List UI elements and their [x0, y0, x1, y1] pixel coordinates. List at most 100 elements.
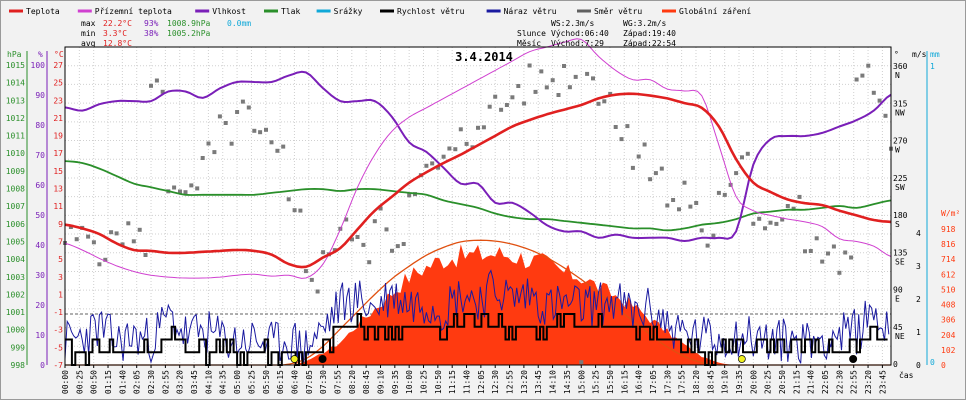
pct-tick-label: 50: [35, 211, 45, 220]
wind-direction-marker: [837, 270, 842, 275]
wind-direction-marker: [699, 228, 704, 233]
legend-label: Srážky: [334, 7, 363, 16]
dir-axis-unit: °: [894, 50, 899, 59]
pct-tick-label: 90: [35, 91, 45, 100]
wind-direction-marker: [785, 204, 790, 208]
sun-label: Slunce: [517, 29, 546, 38]
wind-direction-marker: [499, 107, 504, 112]
wind-tick-label: 2: [916, 295, 921, 304]
wind-direction-marker: [114, 231, 119, 236]
rain-tick-label: 0: [930, 358, 935, 367]
wind-direction-marker: [579, 360, 584, 365]
x-tick-label: 01:15: [104, 370, 113, 394]
x-tick-label: 03:20: [176, 370, 185, 394]
temp-tick-label: 21: [53, 114, 63, 123]
x-tick-label: 04:10: [204, 370, 213, 394]
wind-direction-marker: [763, 226, 767, 231]
temp-tick-label: -3: [53, 326, 63, 335]
stat-temp: 22.2°C: [103, 19, 132, 28]
wind-tick-label: 1: [916, 328, 921, 337]
dir-tick-label: 270: [893, 137, 908, 146]
wind-direction-marker: [734, 171, 739, 176]
wind-gust-info: WG:3.2m/s: [623, 19, 667, 28]
dir-tick-label: 315: [893, 99, 908, 108]
wind-direction-marker: [91, 240, 96, 245]
dir-compass-label: NE: [895, 332, 905, 341]
wind-direction-marker: [510, 95, 515, 100]
wind-direction-marker: [143, 253, 148, 257]
wind-direction-marker: [401, 242, 406, 246]
wind-direction-marker: [705, 243, 710, 248]
wind-direction-marker: [246, 105, 251, 110]
wind-direction-marker: [659, 166, 664, 171]
wind-direction-marker: [458, 127, 463, 132]
wind-direction-marker: [137, 227, 142, 232]
hpa-tick-label: 1011: [6, 132, 25, 141]
x-tick-label: 02:55: [161, 370, 170, 394]
x-tick-label: 12:30: [491, 370, 500, 394]
wind-direction-marker: [407, 193, 412, 198]
x-tick-label: 08:45: [362, 370, 371, 394]
wind-direction-marker: [522, 101, 527, 106]
wind-direction-marker: [344, 217, 349, 222]
rad-tick-label: 612: [941, 270, 956, 279]
x-tick-label: 12:55: [506, 370, 515, 394]
wind-direction-marker: [436, 165, 441, 170]
wind-direction-marker: [252, 128, 257, 133]
stat-pressure: 1005.2hPa: [167, 29, 211, 38]
wind-direction-marker: [493, 94, 498, 99]
temp-tick-label: -5: [53, 343, 63, 352]
wind-direction-marker: [303, 269, 308, 274]
wind-direction-marker: [361, 242, 366, 247]
wind-direction-marker: [160, 89, 165, 94]
wind-direction-marker: [591, 76, 595, 81]
moonrise-marker: [318, 355, 327, 363]
dir-compass-label: SW: [895, 183, 905, 192]
pct-tick-label: 20: [35, 301, 45, 310]
x-tick-label: 19:35: [735, 370, 744, 394]
rad-tick-label: 918: [941, 225, 956, 234]
hpa-tick-label: 1015: [6, 61, 25, 70]
temp-tick-label: 9: [58, 220, 63, 229]
x-tick-label: 20:00: [749, 370, 758, 394]
x-tick-label: 02:30: [147, 370, 156, 394]
hpa-tick-label: 1010: [6, 149, 25, 158]
legend-label: Teplota: [26, 7, 60, 16]
pct-tick-label: 100: [31, 61, 46, 70]
pct-tick-label: 40: [35, 241, 45, 250]
wind-direction-marker: [613, 125, 618, 129]
pct-tick-label: 70: [35, 151, 45, 160]
wind-direction-marker: [636, 154, 641, 159]
wind-direction-marker: [183, 190, 188, 195]
wind-direction-marker: [298, 208, 303, 213]
temp-axis-unit: °C: [54, 50, 64, 59]
x-tick-label: 16:40: [635, 370, 644, 394]
wind-direction-marker: [562, 64, 566, 68]
x-tick-label: 10:00: [405, 370, 414, 394]
x-tick-label: 07:05: [305, 370, 314, 394]
wind-tick-label: 0: [916, 361, 921, 370]
wind-direction-marker: [808, 249, 813, 253]
wind-tick-label: 3: [916, 262, 921, 271]
wind-direction-marker: [68, 225, 73, 229]
wind-direction-marker: [447, 146, 452, 151]
dir-compass-label: NW: [895, 108, 905, 117]
wind-speed-line: [65, 313, 888, 366]
wind-direction-marker: [286, 197, 291, 202]
rad-tick-label: 306: [941, 316, 956, 325]
hpa-tick-label: 1007: [6, 202, 25, 211]
x-tick-label: 23:20: [864, 370, 873, 394]
legend-label: Přízemní teplota: [95, 7, 172, 16]
dir-tick-label: 0: [893, 360, 898, 369]
x-tick-label: 14:35: [563, 370, 572, 394]
wind-direction-marker: [258, 130, 263, 135]
x-tick-label: 20:25: [764, 370, 773, 394]
hpa-tick-label: 998: [11, 361, 26, 370]
hpa-axis-unit: hPa: [7, 50, 22, 59]
moon-label: Měsíc: [517, 39, 541, 48]
wind-direction-marker: [774, 221, 779, 226]
x-tick-label: 09:35: [391, 370, 400, 394]
hpa-tick-label: 1001: [6, 308, 25, 317]
stat-temp: 12.8°C: [103, 39, 132, 48]
